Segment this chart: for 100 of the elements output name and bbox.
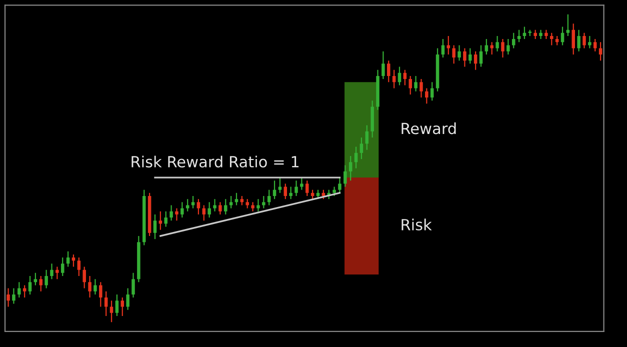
candlestick [360, 136, 364, 160]
candlestick [104, 290, 108, 317]
candlestick [588, 35, 592, 49]
candlestick [577, 29, 580, 52]
candlestick [441, 38, 445, 58]
candlestick [229, 195, 233, 209]
candlestick [44, 269, 48, 289]
candlestick [474, 50, 478, 70]
candlestick [132, 272, 135, 298]
candlestick [56, 266, 59, 280]
candlestick [598, 42, 602, 62]
candlestick [354, 146, 358, 169]
candlestick [408, 75, 412, 95]
candlestick [501, 38, 504, 58]
candlestick [382, 50, 385, 80]
candlestick [572, 23, 576, 55]
candlestick [186, 198, 190, 212]
candlestick [77, 256, 81, 277]
candlestick [246, 198, 249, 209]
candlestick [196, 198, 200, 216]
candlestick [82, 266, 86, 289]
candlestick [240, 195, 244, 206]
candlestick [66, 250, 70, 268]
candlestick [463, 48, 466, 68]
candlestick [555, 35, 559, 46]
candlestick [403, 69, 407, 86]
candlestick [34, 272, 38, 286]
candlestick [164, 210, 168, 228]
candlestick [566, 14, 570, 37]
candlestick [425, 88, 428, 104]
candlestick [387, 60, 390, 83]
candlestick [180, 202, 184, 218]
annotation: Risk Reward Ratio = 1 [132, 156, 299, 168]
candlestick [582, 32, 586, 49]
candlestick [305, 180, 309, 197]
candlestick [208, 202, 211, 218]
candlestick [262, 195, 266, 209]
candlestick [158, 210, 162, 230]
candlestick [414, 75, 418, 92]
candlestick [284, 183, 288, 200]
candlestick [300, 176, 304, 190]
candlestick [60, 256, 64, 277]
candlestick [99, 282, 102, 308]
candlestick [344, 164, 347, 188]
candlestick [120, 296, 124, 317]
candlestick [94, 278, 97, 296]
candlestick [18, 282, 21, 298]
candlestick [560, 26, 564, 46]
candlestick [12, 288, 16, 304]
candlestick [512, 32, 516, 49]
candlestick [517, 29, 521, 43]
candlestick [398, 66, 402, 86]
candlestick [430, 82, 434, 102]
candlestick [496, 35, 499, 52]
candlestick [452, 44, 456, 64]
candlestick [332, 186, 336, 197]
candlestick [490, 42, 494, 55]
candlestick [550, 32, 554, 46]
candlestick [294, 180, 298, 197]
candlestick [126, 288, 130, 310]
candlestick [468, 48, 472, 64]
candlestick [6, 288, 10, 308]
candlestick [170, 204, 173, 222]
candlestick [234, 192, 238, 206]
candlestick [175, 208, 178, 222]
candlestick [310, 189, 314, 200]
candlestick [539, 29, 542, 40]
candlestick [224, 198, 228, 216]
candlestick [267, 189, 271, 206]
candlestick [338, 176, 342, 194]
candlestick [544, 29, 548, 40]
candlestick [506, 38, 510, 55]
candlestick [72, 254, 76, 268]
candlestick [28, 275, 32, 296]
candlestick [251, 202, 254, 212]
candlestick [278, 176, 282, 194]
candlestick [484, 38, 488, 55]
candlestick [458, 44, 461, 62]
candlestick [593, 38, 597, 52]
candlestick [392, 69, 396, 89]
candlestick [256, 198, 260, 212]
band-label: Reward [402, 122, 456, 134]
candlestick [348, 155, 352, 182]
candlestick [534, 29, 537, 40]
candlestick [202, 204, 206, 222]
band-label: Risk [402, 218, 432, 230]
candlestick [22, 284, 26, 298]
candlestick [88, 275, 92, 298]
candlestick [50, 263, 54, 280]
candlestick [446, 35, 450, 55]
candlestick [110, 300, 114, 323]
candlestick [213, 198, 216, 212]
candlestick [191, 195, 195, 209]
candlestick [115, 294, 119, 317]
candlestick [153, 214, 157, 240]
candlestick [522, 26, 526, 40]
candlestick [218, 202, 222, 216]
candlestick [272, 180, 276, 200]
candlestick [289, 186, 292, 200]
candlestick [420, 78, 423, 98]
